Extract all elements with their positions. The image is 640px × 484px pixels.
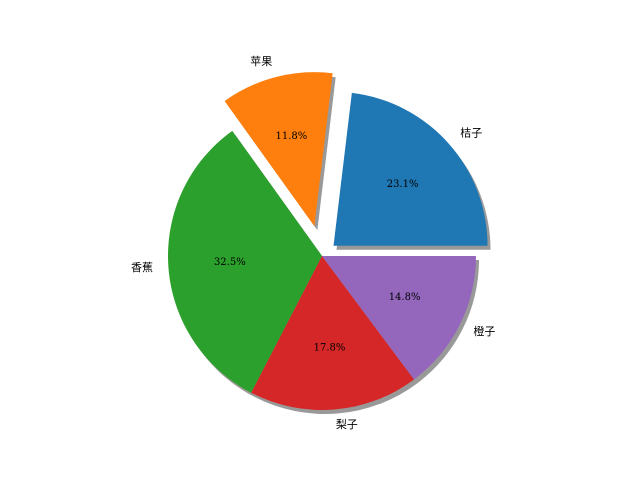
wedge: [251, 256, 415, 410]
slice-label: 香蕉: [131, 261, 153, 274]
wedge: [322, 256, 476, 380]
wedge: [333, 92, 488, 246]
percent-label: 32.5%: [214, 257, 246, 268]
slice-label: 桔子: [460, 125, 482, 139]
slice-label: 苹果: [250, 54, 272, 68]
slice-label: 橙子: [473, 324, 495, 338]
slice-label: 梨子: [336, 417, 358, 431]
percent-label: 14.8%: [389, 292, 421, 303]
percent-label: 17.8%: [314, 343, 346, 354]
wedge: [224, 72, 333, 227]
percent-label: 11.8%: [275, 131, 307, 142]
percent-label: 23.1%: [387, 179, 419, 190]
wedge: [167, 130, 322, 393]
